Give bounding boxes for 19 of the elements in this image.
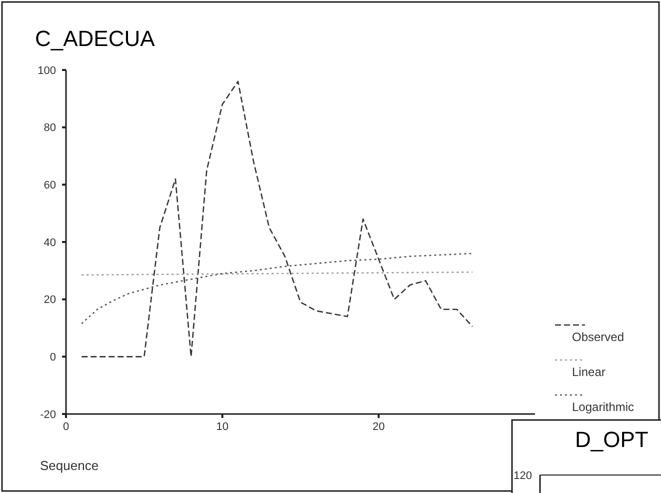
line-series — [80, 80, 474, 358]
x-axis-title: Sequence — [40, 458, 99, 473]
y-tick-label: 20 — [44, 294, 56, 306]
y-tick-label: 0 — [50, 352, 56, 364]
y-tick-label: 60 — [44, 180, 56, 192]
y-tick-label: 40 — [44, 236, 56, 249]
y-tick-label: 80 — [44, 122, 56, 134]
x-tick-label: 10 — [216, 421, 228, 433]
legend-label: Logarithmic — [572, 400, 634, 414]
legend-label: Linear — [572, 365, 606, 380]
x-tick-label: 0 — [62, 421, 70, 433]
chart-title: C_ADECUA — [35, 26, 156, 51]
text: 120 — [514, 470, 532, 482]
x-tick-label: 20 — [372, 421, 385, 433]
y-tick-label: 100 — [38, 64, 56, 77]
y-tick-label: -20 — [40, 408, 56, 421]
line-series — [80, 252, 474, 324]
text: D_OPT — [575, 427, 648, 452]
legend-label: Observed — [572, 330, 624, 344]
